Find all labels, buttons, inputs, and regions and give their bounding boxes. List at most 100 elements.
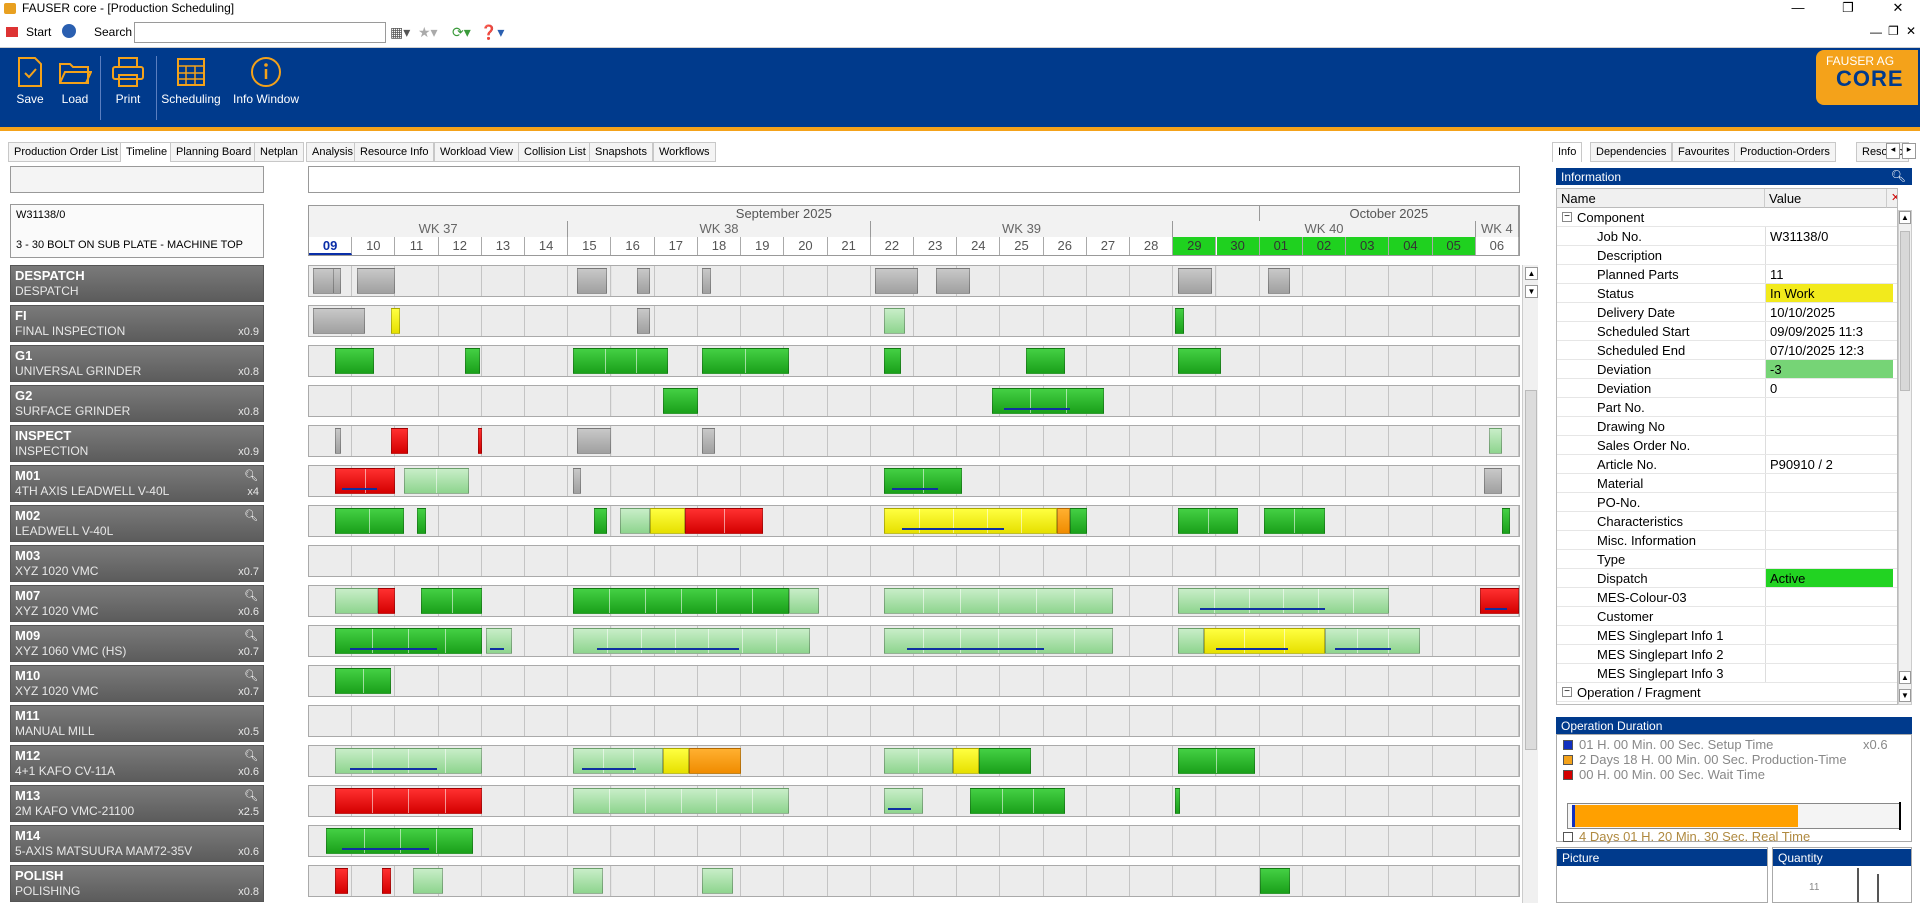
info-row[interactable]: Characteristics xyxy=(1557,512,1897,531)
operation-bar[interactable] xyxy=(663,748,690,774)
info-row[interactable]: Job No. W31138/0 xyxy=(1557,227,1897,246)
operation-bar[interactable] xyxy=(332,268,342,294)
operation-bar[interactable] xyxy=(1069,508,1087,534)
day-label[interactable]: 22 xyxy=(871,237,914,255)
timeline-row-g2[interactable] xyxy=(308,385,1520,417)
operation-bar[interactable] xyxy=(970,788,1066,814)
collapse-icon[interactable]: − xyxy=(1562,212,1572,222)
save-button[interactable]: Save xyxy=(0,56,60,106)
operation-bar[interactable] xyxy=(378,588,396,614)
operation-bar[interactable] xyxy=(477,428,482,454)
mdi-minimize-icon[interactable]: — xyxy=(1870,25,1882,39)
timeline-row-m13[interactable] xyxy=(308,785,1520,817)
operation-bar[interactable] xyxy=(464,348,480,374)
operation-bar[interactable] xyxy=(883,628,1113,654)
operation-bar[interactable] xyxy=(1175,788,1180,814)
timeline-row-m10[interactable] xyxy=(308,665,1520,697)
scroll-thumb[interactable] xyxy=(1525,390,1537,750)
favorite-star-icon[interactable]: ★▾ xyxy=(418,24,438,40)
tab-workload-view[interactable]: Workload View xyxy=(434,142,519,162)
operation-bar[interactable] xyxy=(334,788,482,814)
operation-bar[interactable] xyxy=(1264,508,1325,534)
day-label[interactable]: 03 xyxy=(1346,237,1390,255)
operation-bar[interactable] xyxy=(883,588,1113,614)
operation-bar[interactable] xyxy=(334,508,405,534)
operation-bar[interactable] xyxy=(572,868,603,894)
magnify-icon[interactable]: 🔍︎ xyxy=(244,470,258,482)
day-label[interactable]: 28 xyxy=(1130,237,1174,255)
operation-section[interactable]: − Operation / Fragment xyxy=(1557,683,1897,702)
operation-bar[interactable] xyxy=(702,348,789,374)
timeline-scrollbar[interactable]: ▲ ▼ xyxy=(1522,265,1538,903)
operation-bar[interactable] xyxy=(1480,588,1519,614)
info-row[interactable]: Misc. Information xyxy=(1557,531,1897,550)
operation-bar[interactable] xyxy=(684,508,763,534)
operation-bar[interactable] xyxy=(334,588,379,614)
resource-despatch[interactable]: DESPATCH DESPATCH xyxy=(10,265,264,302)
info-window-button[interactable]: Info Window xyxy=(226,56,306,106)
mdi-restore-icon[interactable]: ❐ xyxy=(1888,24,1899,38)
operation-bar[interactable] xyxy=(572,348,668,374)
day-label[interactable]: 26 xyxy=(1044,237,1087,255)
day-label[interactable]: 19 xyxy=(741,237,785,255)
print-button[interactable]: Print xyxy=(98,56,158,106)
operation-bar[interactable] xyxy=(883,788,923,814)
tab-scroll-left-icon[interactable]: ◂ xyxy=(1886,143,1900,159)
mdi-close-icon[interactable]: ✕ xyxy=(1906,24,1917,38)
operation-bar[interactable] xyxy=(572,748,664,774)
timeline-row-inspect[interactable] xyxy=(308,425,1520,457)
tab-resource-info[interactable]: Resource Info xyxy=(354,142,435,162)
collapse-icon[interactable]: − xyxy=(1562,687,1572,697)
clear-filter-icon[interactable]: ✕ xyxy=(1887,189,1897,208)
operation-bar[interactable] xyxy=(334,868,348,894)
grid-icon[interactable]: ▦▾ xyxy=(390,24,411,40)
operation-bar[interactable] xyxy=(1268,268,1290,294)
operation-bar[interactable] xyxy=(326,828,474,854)
operation-bar[interactable] xyxy=(935,268,971,294)
resource-inspect[interactable]: INSPECT INSPECTION x0.9 xyxy=(10,425,264,462)
day-label[interactable]: 17 xyxy=(655,237,698,255)
search-input[interactable] xyxy=(134,22,386,43)
tab-netplan[interactable]: Netplan xyxy=(254,142,304,162)
operation-bar[interactable] xyxy=(334,428,342,454)
info-scrollbar[interactable]: ▲ ▲ ▼ xyxy=(1898,210,1912,705)
operation-bar[interactable] xyxy=(572,468,582,494)
day-label[interactable]: 25 xyxy=(1000,237,1044,255)
magnify-icon[interactable]: 🔍︎ xyxy=(244,670,258,682)
operation-bar[interactable] xyxy=(1259,868,1290,894)
info-tab-dependencies[interactable]: Dependencies xyxy=(1590,142,1673,162)
day-label[interactable]: 29 xyxy=(1173,237,1217,255)
component-section[interactable]: − Component xyxy=(1557,208,1897,227)
day-label[interactable]: 14 xyxy=(525,237,569,255)
day-label[interactable]: 21 xyxy=(828,237,871,255)
operation-bar[interactable] xyxy=(883,348,902,374)
operation-bar[interactable] xyxy=(417,508,426,534)
magnify-icon[interactable]: 🔍︎ xyxy=(244,790,258,802)
operation-bar[interactable] xyxy=(1501,508,1511,534)
operation-bar[interactable] xyxy=(650,508,685,534)
timeline-row-g1[interactable] xyxy=(308,345,1520,377)
info-row[interactable]: MES-Colour-03 xyxy=(1557,588,1897,607)
info-row[interactable]: Sales Order No. xyxy=(1557,436,1897,455)
operation-bar[interactable] xyxy=(391,308,400,334)
info-row[interactable]: Scheduled Start 09/09/2025 11:3 xyxy=(1557,322,1897,341)
operation-bar[interactable] xyxy=(1177,348,1221,374)
info-tab-favourites[interactable]: Favourites xyxy=(1672,142,1736,162)
info-row[interactable]: Type xyxy=(1557,550,1897,569)
resource-m03[interactable]: M03 XYZ 1020 VMC x0.7 xyxy=(10,545,264,582)
operation-bar[interactable] xyxy=(702,428,716,454)
tab-workflows[interactable]: Workflows xyxy=(653,142,716,162)
day-label[interactable]: 23 xyxy=(914,237,958,255)
operation-bar[interactable] xyxy=(1177,628,1204,654)
magnify-icon[interactable]: 🔍︎ xyxy=(244,510,258,522)
operation-bar[interactable] xyxy=(486,628,513,654)
scheduling-button[interactable]: Scheduling xyxy=(161,56,221,106)
info-row[interactable]: MES Singlepart Info 1 xyxy=(1557,626,1897,645)
operation-bar[interactable] xyxy=(334,668,392,694)
day-label[interactable]: 05 xyxy=(1432,237,1476,255)
day-label[interactable]: 13 xyxy=(482,237,526,255)
timeline-row-fi[interactable] xyxy=(308,305,1520,337)
operation-bar[interactable] xyxy=(1177,508,1239,534)
timeline-row-m12[interactable] xyxy=(308,745,1520,777)
day-label[interactable]: 20 xyxy=(784,237,828,255)
